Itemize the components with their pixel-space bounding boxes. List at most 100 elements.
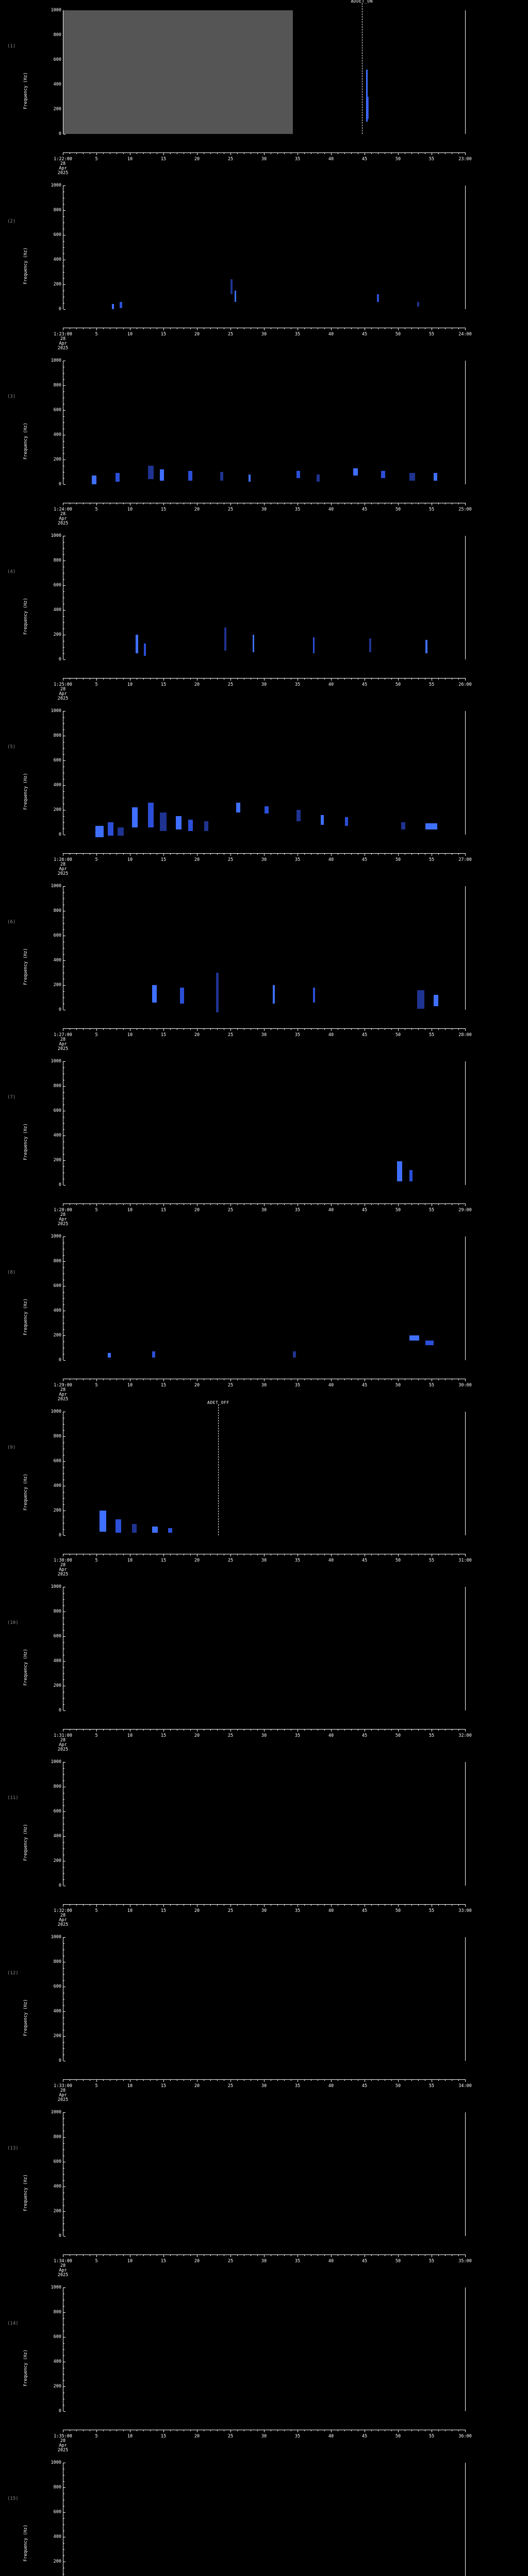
x-tick-minor (217, 2079, 218, 2081)
detection-mark (321, 815, 324, 825)
y-tick-minor (63, 616, 64, 617)
y-tick-minor (63, 647, 64, 648)
y-tick-minor (63, 1329, 64, 1330)
y-tick-label: 0 (58, 1883, 61, 1888)
y-tick-label: 400 (53, 1658, 61, 1664)
y-tick-minor (63, 447, 64, 448)
x-tick-minor (304, 1028, 305, 1030)
detection-mark (397, 1161, 402, 1181)
spectrogram-panel: (15)Frequency (Hz)020040060080010001:36:… (0, 2461, 528, 2576)
x-tick-major (465, 1554, 466, 1556)
detection-mark (433, 995, 438, 1006)
x-tick-label: 45 (361, 1733, 368, 1738)
x-tick-major (465, 2255, 466, 2257)
y-tick-label: 600 (53, 1984, 61, 1989)
right-spine (465, 2112, 466, 2236)
x-tick-year: 2025 (57, 2273, 69, 2278)
x-tick-label: 5 (95, 157, 98, 162)
x-tick-minor (103, 1554, 104, 1555)
y-axis-label: Frequency (Hz) (23, 422, 28, 460)
detection-mark (312, 637, 315, 653)
y-tick-label: 400 (53, 1483, 61, 1488)
annotation-line (218, 1404, 219, 1535)
y-axis-label: Frequency (Hz) (23, 247, 28, 284)
x-tick-major (230, 503, 231, 505)
y-axis-label: Frequency (Hz) (23, 1298, 28, 1335)
y-tick-minor (63, 954, 64, 955)
y-tick-label: 600 (53, 232, 61, 238)
detection-mark (381, 470, 385, 478)
y-tick-label: 800 (53, 383, 61, 388)
x-tick-label: 40 (328, 332, 334, 337)
x-tick-major (163, 152, 164, 155)
panel-index-label: (12) (7, 1970, 19, 1976)
x-tick-major (264, 328, 265, 330)
x-tick-major (331, 328, 332, 330)
x-tick-minor (411, 328, 412, 329)
y-tick-mark (63, 2011, 65, 2012)
y-tick-minor (63, 1605, 64, 1606)
y-tick-label: 0 (58, 2409, 61, 2414)
x-tick-minor (76, 503, 77, 504)
x-tick-label: 45 (361, 332, 368, 337)
x-tick-label: 15 (160, 2434, 167, 2439)
x-tick-minor (371, 2430, 372, 2431)
x-tick-label: 5 (95, 1383, 98, 1388)
x-tick-time: 1:29:00 (54, 1383, 72, 1388)
x-tick-time: 1:34:00 (54, 2259, 72, 2264)
x-tick-major (96, 1729, 97, 1732)
x-tick-label: 35 (294, 1908, 301, 1913)
x-tick-minor (103, 2430, 104, 2431)
x-tick-label: 36:00 (458, 2434, 472, 2439)
x-tick-minor (150, 1904, 151, 1906)
x-tick-day: 28 (60, 1212, 66, 1217)
x-tick-major (163, 2255, 164, 2257)
annotation-line (361, 3, 363, 134)
x-tick-minor (210, 1028, 211, 1030)
y-tick-minor (63, 1424, 64, 1425)
x-tick-minor (143, 152, 144, 154)
x-tick-minor (391, 152, 392, 154)
x-tick-minor (445, 1729, 446, 1731)
y-tick-minor (63, 997, 64, 998)
plot-area: Frequency (Hz) 0 200 400 600 800 1000 (23, 1585, 465, 1713)
y-tick-minor (63, 1467, 64, 1468)
x-tick-minor (210, 152, 211, 154)
x-tick-minor (237, 1379, 238, 1380)
x-tick-label: 15 (160, 1383, 167, 1388)
x-tick-time: 1:35:00 (54, 2434, 72, 2439)
y-tick-mark (63, 1710, 65, 1711)
x-tick-time: 1:30:00 (54, 1558, 72, 1563)
x-tick-month: Apr (59, 867, 67, 872)
y-tick-label: 200 (53, 1158, 61, 1163)
x-tick-minor (210, 1554, 211, 1555)
x-tick-label: 30 (261, 682, 267, 687)
panel-index-label: (3) (7, 394, 16, 399)
right-spine (465, 1412, 466, 1535)
x-tick-month: Apr (59, 1567, 67, 1572)
x-tick-label: 50 (395, 2259, 401, 2264)
x-tick-minor (237, 853, 238, 855)
x-tick-minor (170, 1379, 171, 1380)
right-spine (465, 536, 466, 659)
spectrogram-panel: (10) Frequency (Hz) 0 200 400 600 800 1000 1:31:… (0, 1585, 528, 1757)
y-tick-minor (63, 441, 64, 442)
x-tick-major (264, 152, 265, 155)
x-tick-label: 40 (328, 857, 334, 862)
y-tick-label: 200 (53, 2559, 61, 2564)
x-tick-minor (304, 1729, 305, 1731)
y-tick-label: 1000 (51, 884, 61, 889)
x-tick-minor (304, 1904, 305, 1906)
right-spine (465, 1061, 466, 1185)
x-tick-day: 28 (60, 2438, 66, 2444)
x-tick-minor (304, 328, 305, 329)
x-tick-minor (123, 853, 124, 855)
x-tick-year: 2025 (57, 171, 69, 176)
y-tick-label: 800 (53, 1083, 61, 1089)
x-tick-major (163, 1028, 164, 1031)
x-tick-label: 30 (261, 1208, 267, 1213)
spectrogram-panel: (7) Frequency (Hz) 0 200 400 600 800 1000 1:28:0… (0, 1059, 528, 1231)
y-tick-label: 400 (53, 958, 61, 963)
x-tick-minor (445, 2255, 446, 2256)
x-tick-minor (391, 1904, 392, 1906)
